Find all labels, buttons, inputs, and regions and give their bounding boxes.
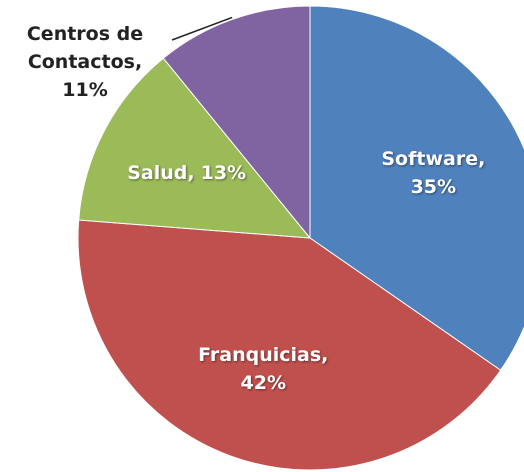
value-label: 11% bbox=[62, 79, 108, 101]
data-label: Software, 35% bbox=[381, 145, 485, 201]
category-label: Franquicias, bbox=[198, 344, 329, 367]
leader-line bbox=[171, 16, 233, 41]
value-label: 42% bbox=[240, 372, 287, 395]
category-label: Software, bbox=[381, 148, 486, 171]
pie-slice bbox=[77, 219, 502, 471]
category-label: Centros de Contactos, bbox=[26, 23, 144, 73]
category-label: Salud, bbox=[127, 162, 195, 185]
pie-slice bbox=[309, 5, 524, 371]
data-label: Salud, 13% bbox=[127, 159, 246, 187]
pie-slice bbox=[162, 5, 311, 240]
value-label: 35% bbox=[410, 176, 457, 199]
data-label: Franquicias, 42% bbox=[198, 341, 328, 397]
data-label: Centros de Contactos, 11% bbox=[10, 20, 160, 104]
pie-slice bbox=[78, 57, 312, 239]
value-label: 13% bbox=[200, 162, 247, 185]
